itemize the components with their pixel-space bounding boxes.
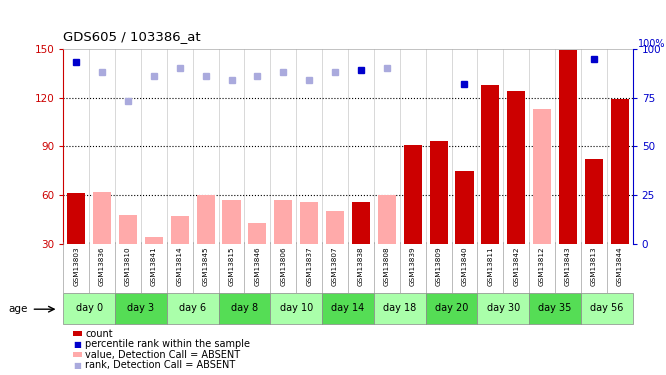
Bar bbox=[581, 292, 633, 324]
Bar bbox=[611, 99, 629, 244]
Text: count: count bbox=[85, 329, 113, 339]
Text: GSM13844: GSM13844 bbox=[617, 246, 623, 285]
Text: age: age bbox=[8, 304, 27, 314]
Bar bbox=[196, 195, 214, 244]
Bar bbox=[326, 211, 344, 244]
Text: GSM13811: GSM13811 bbox=[488, 246, 494, 285]
Bar bbox=[456, 171, 474, 244]
Bar bbox=[378, 195, 396, 244]
Bar bbox=[274, 200, 292, 244]
Text: GSM13812: GSM13812 bbox=[539, 246, 545, 285]
Text: GSM13837: GSM13837 bbox=[306, 246, 312, 285]
Text: GSM13846: GSM13846 bbox=[254, 246, 260, 285]
Bar bbox=[374, 292, 426, 324]
Text: day 8: day 8 bbox=[231, 303, 258, 313]
Bar bbox=[63, 292, 115, 324]
Bar bbox=[322, 292, 374, 324]
Bar bbox=[352, 201, 370, 244]
Text: day 35: day 35 bbox=[538, 303, 571, 313]
Text: GSM13839: GSM13839 bbox=[410, 246, 416, 285]
Text: rank, Detection Call = ABSENT: rank, Detection Call = ABSENT bbox=[85, 360, 236, 370]
Text: GSM13841: GSM13841 bbox=[151, 246, 157, 285]
Text: GSM13842: GSM13842 bbox=[513, 246, 519, 285]
Bar bbox=[248, 223, 266, 244]
Text: 100%: 100% bbox=[639, 39, 666, 49]
Bar bbox=[93, 192, 111, 244]
Bar bbox=[67, 194, 85, 244]
Text: day 0: day 0 bbox=[75, 303, 103, 313]
Text: day 20: day 20 bbox=[435, 303, 468, 313]
Bar bbox=[145, 237, 163, 244]
Text: value, Detection Call = ABSENT: value, Detection Call = ABSENT bbox=[85, 350, 240, 360]
Bar bbox=[270, 292, 322, 324]
Text: ■: ■ bbox=[74, 361, 81, 370]
Bar bbox=[585, 159, 603, 244]
Text: day 3: day 3 bbox=[127, 303, 155, 313]
Text: percentile rank within the sample: percentile rank within the sample bbox=[85, 339, 250, 349]
Text: GSM13809: GSM13809 bbox=[436, 246, 442, 285]
Bar bbox=[533, 109, 551, 244]
Bar bbox=[404, 145, 422, 244]
Text: day 6: day 6 bbox=[179, 303, 206, 313]
Text: GSM13840: GSM13840 bbox=[462, 246, 468, 285]
Text: GSM13803: GSM13803 bbox=[73, 246, 79, 285]
Text: day 56: day 56 bbox=[590, 303, 623, 313]
Bar bbox=[426, 292, 478, 324]
Text: day 30: day 30 bbox=[487, 303, 520, 313]
Text: GSM13845: GSM13845 bbox=[202, 246, 208, 285]
Bar bbox=[507, 91, 525, 244]
Bar bbox=[115, 292, 166, 324]
Text: day 18: day 18 bbox=[383, 303, 416, 313]
Text: ■: ■ bbox=[74, 340, 81, 349]
Text: GSM13815: GSM13815 bbox=[228, 246, 234, 285]
Bar bbox=[119, 214, 137, 244]
Text: GDS605 / 103386_at: GDS605 / 103386_at bbox=[63, 30, 201, 43]
Text: GSM13843: GSM13843 bbox=[565, 246, 571, 285]
Text: GSM13813: GSM13813 bbox=[591, 246, 597, 285]
Bar bbox=[300, 201, 318, 244]
Text: GSM13808: GSM13808 bbox=[384, 246, 390, 285]
Bar bbox=[529, 292, 581, 324]
Text: GSM13807: GSM13807 bbox=[332, 246, 338, 285]
Text: GSM13838: GSM13838 bbox=[358, 246, 364, 285]
Text: GSM13814: GSM13814 bbox=[176, 246, 182, 285]
Bar bbox=[478, 292, 529, 324]
Bar bbox=[482, 84, 500, 244]
Bar bbox=[430, 141, 448, 244]
Text: GSM13810: GSM13810 bbox=[125, 246, 131, 285]
Text: GSM13836: GSM13836 bbox=[99, 246, 105, 285]
Bar bbox=[218, 292, 270, 324]
Text: day 10: day 10 bbox=[280, 303, 313, 313]
Text: day 14: day 14 bbox=[332, 303, 364, 313]
Bar bbox=[222, 200, 240, 244]
Text: GSM13806: GSM13806 bbox=[280, 246, 286, 285]
Bar bbox=[166, 292, 218, 324]
Bar bbox=[170, 216, 188, 244]
Bar bbox=[559, 50, 577, 244]
